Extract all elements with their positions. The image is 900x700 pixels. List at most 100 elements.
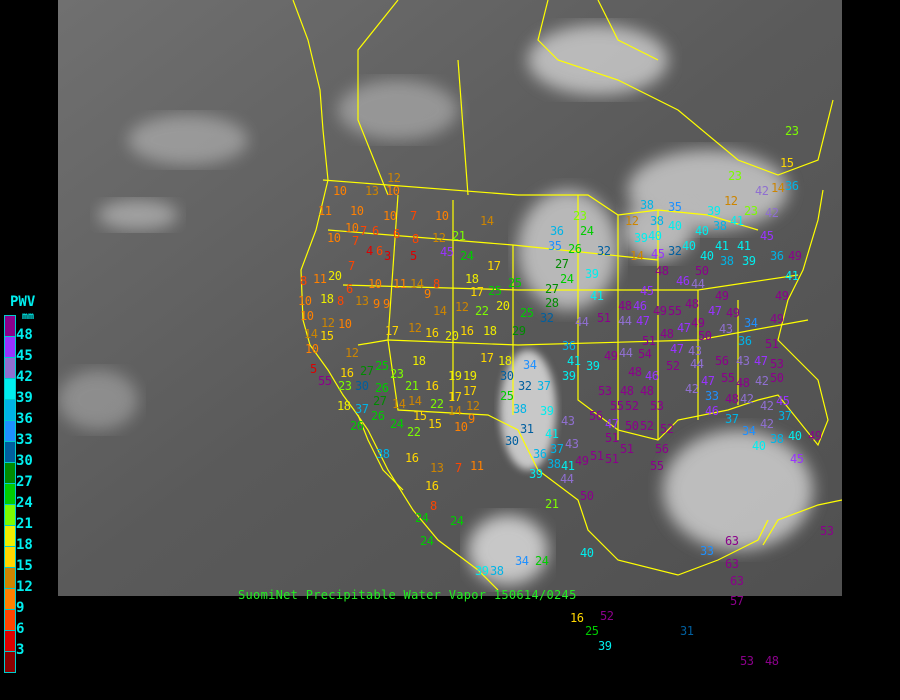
station-pwv-value: 39 [634, 231, 648, 245]
legend-label: 21 [16, 516, 33, 532]
station-pwv-value: 12 [387, 171, 401, 185]
station-pwv-value: 50 [770, 371, 784, 385]
legend-color-bin [5, 484, 15, 505]
station-pwv-value: 56 [655, 442, 669, 456]
station-pwv-value: 43 [736, 354, 750, 368]
station-pwv-value: 47 [636, 314, 650, 328]
station-pwv-value: 45 [651, 247, 665, 261]
station-pwv-value: 32 [540, 311, 554, 325]
station-pwv-value: 50 [695, 264, 709, 278]
station-pwv-value: 42 [760, 399, 774, 413]
station-pwv-value: 39 [586, 359, 600, 373]
station-pwv-value: 12 [625, 214, 639, 228]
station-pwv-value: 9 [373, 297, 380, 311]
station-pwv-value: 17 [470, 285, 484, 299]
station-pwv-value: 32 [668, 244, 682, 258]
station-pwv-value: 48 [725, 392, 739, 406]
station-pwv-value: 39 [585, 267, 599, 281]
station-pwv-value: 11 [393, 277, 407, 291]
station-pwv-value: 32 [597, 244, 611, 258]
station-pwv-value: 18 [465, 272, 479, 286]
station-pwv-value: 11 [313, 272, 327, 286]
station-pwv-value: 17 [463, 384, 477, 398]
station-pwv-value: 26 [350, 419, 364, 433]
station-pwv-value: 23 [573, 209, 587, 223]
station-pwv-value: 10 [333, 184, 347, 198]
station-pwv-value: 37 [778, 409, 792, 423]
station-pwv-value: 49 [808, 429, 822, 443]
station-pwv-value: 25 [375, 359, 389, 373]
station-pwv-value: 10 [454, 420, 468, 434]
station-pwv-value: 44 [560, 472, 574, 486]
station-pwv-value: 9 [468, 412, 475, 426]
station-pwv-value: 51 [605, 452, 619, 466]
station-pwv-value: 23 [785, 124, 799, 138]
legend-color-bin [5, 610, 15, 631]
station-pwv-value: 46 [705, 404, 719, 418]
station-pwv-value: 8 [300, 274, 307, 288]
station-pwv-value: 7 [360, 224, 367, 238]
station-pwv-value: 14 [771, 181, 785, 195]
station-pwv-value: 16 [425, 479, 439, 493]
station-pwv-value: 56 [715, 354, 729, 368]
legend-color-bin [5, 463, 15, 484]
station-pwv-value: 23 [744, 204, 758, 218]
station-pwv-value: 23 [390, 367, 404, 381]
station-pwv-value: 47 [708, 304, 722, 318]
station-pwv-value: 8 [430, 499, 437, 513]
station-pwv-value: 52 [600, 609, 614, 623]
station-pwv-value: 34 [523, 358, 537, 372]
legend-label: 48 [16, 327, 33, 343]
station-pwv-value: 42 [685, 382, 699, 396]
legend-color-bin [5, 589, 15, 610]
station-pwv-value: 38 [547, 457, 561, 471]
station-pwv-value: 37 [550, 442, 564, 456]
legend-label: 18 [16, 537, 33, 553]
station-pwv-value: 10 [298, 294, 312, 308]
station-pwv-value: 10 [327, 231, 341, 245]
station-pwv-value: 5 [410, 249, 417, 263]
station-pwv-value: 32 [518, 379, 532, 393]
legend-color-bin [5, 652, 15, 672]
station-pwv-value: 12 [432, 231, 446, 245]
cloud-cover [58, 25, 813, 585]
station-pwv-value: 10 [338, 317, 352, 331]
station-pwv-value: 27 [555, 257, 569, 271]
station-pwv-value: 42 [755, 184, 769, 198]
station-pwv-value: 3 [384, 249, 391, 263]
station-pwv-value: 33 [705, 389, 719, 403]
station-pwv-value: 40 [700, 249, 714, 263]
station-pwv-value: 12 [321, 316, 335, 330]
station-pwv-value: 45 [760, 229, 774, 243]
station-pwv-value: 23 [338, 379, 352, 393]
station-pwv-value: 53 [770, 357, 784, 371]
station-pwv-value: 12 [466, 399, 480, 413]
station-pwv-value: 47 [605, 417, 619, 431]
station-pwv-value: 17 [448, 390, 462, 404]
station-pwv-value: 36 [785, 179, 799, 193]
legend-color-bin [5, 337, 15, 358]
station-pwv-value: 35 [668, 200, 682, 214]
station-pwv-value: 49 [715, 289, 729, 303]
legend-label: 39 [16, 390, 33, 406]
legend-color-bar [4, 315, 16, 673]
station-pwv-value: 10 [305, 342, 319, 356]
station-pwv-value: 49 [775, 289, 789, 303]
station-pwv-value: 10 [386, 184, 400, 198]
station-pwv-value: 40 [648, 229, 662, 243]
station-pwv-value: 53 [740, 654, 754, 668]
station-pwv-value: 22 [407, 425, 421, 439]
station-pwv-value: 41 [567, 354, 581, 368]
legend-color-bin [5, 526, 15, 547]
station-pwv-value: 14 [392, 397, 406, 411]
station-pwv-value: 53 [598, 384, 612, 398]
station-pwv-value: 55 [721, 371, 735, 385]
station-pwv-value: 26 [371, 409, 385, 423]
station-pwv-value: 30 [505, 434, 519, 448]
station-pwv-value: 56 [589, 409, 603, 423]
legend-color-bin [5, 358, 15, 379]
station-pwv-value: 55 [318, 374, 332, 388]
station-pwv-value: 10 [345, 221, 359, 235]
station-pwv-value: 36 [533, 447, 547, 461]
station-pwv-value: 17 [385, 324, 399, 338]
